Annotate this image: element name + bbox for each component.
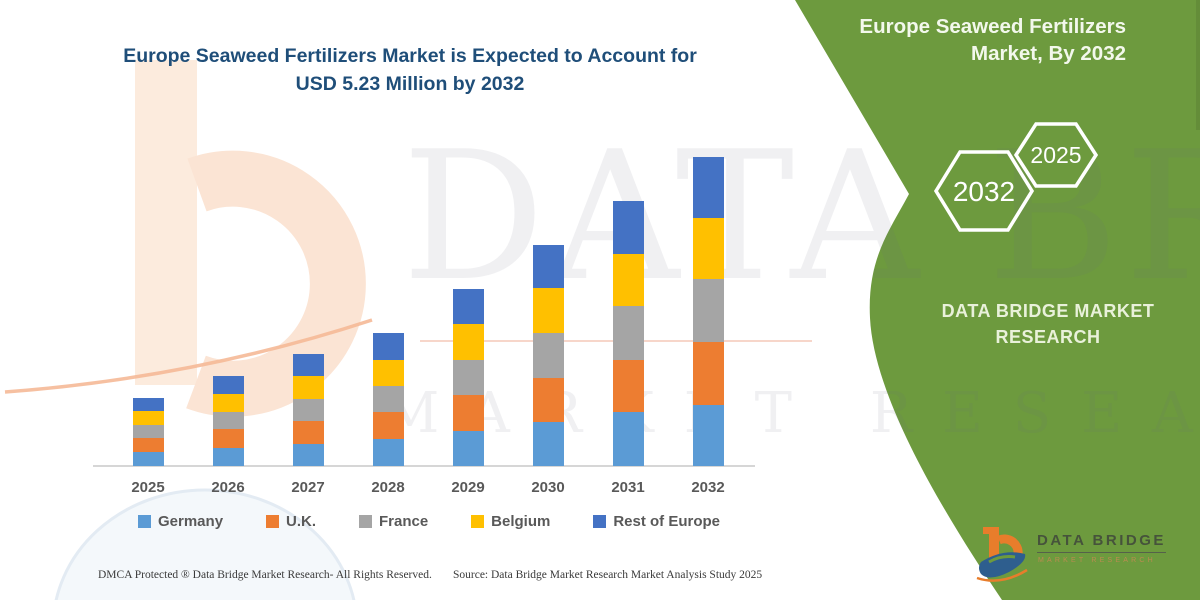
bar-segment-u-k--2027 <box>292 420 324 444</box>
x-axis-label-2028: 2028 <box>371 479 405 496</box>
bar-segment-u-k--2032 <box>692 342 724 406</box>
legend-label: Rest of Europe <box>613 513 720 530</box>
bar-segment-france-2030 <box>532 333 564 378</box>
x-axis-label-2026: 2026 <box>211 479 245 496</box>
bar-segment-germany-2031 <box>612 412 644 466</box>
bar-segment-germany-2030 <box>532 421 564 466</box>
bar-segment-belgium-2025 <box>132 411 164 426</box>
legend-label: U.K. <box>286 513 317 530</box>
source-note: Source: Data Bridge Market Research Mark… <box>453 569 763 581</box>
bar-segment-germany-2029 <box>452 430 484 466</box>
bar-segment-belgium-2027 <box>292 376 324 399</box>
x-axis-line <box>93 465 755 467</box>
bar-segment-u-k--2025 <box>132 438 164 452</box>
hexagon-2025-label: 2025 <box>1030 142 1081 168</box>
bar-segment-u-k--2026 <box>212 429 244 448</box>
bar-segment-rest-of-europe-2030 <box>532 244 564 289</box>
bar-segment-france-2031 <box>612 306 644 360</box>
bar-segment-rest-of-europe-2025 <box>132 398 164 412</box>
legend-swatch-icon <box>471 515 485 528</box>
bar-segment-germany-2028 <box>372 438 404 466</box>
legend-item-u-k-: U.K. <box>266 513 316 530</box>
peach-b-watermark-icon <box>4 60 812 417</box>
panel-brand-text: DATA BRIDGE MARKET RESEARCH <box>941 301 1155 347</box>
bar-segment-rest-of-europe-2031 <box>612 200 644 254</box>
bar-segment-belgium-2030 <box>532 288 564 334</box>
legend-label: Germany <box>158 513 224 530</box>
bar-segment-belgium-2031 <box>612 253 644 307</box>
bar-segment-france-2032 <box>692 278 724 343</box>
bar-segment-rest-of-europe-2027 <box>292 353 324 377</box>
panel-title-line1: Europe Seaweed Fertilizers <box>859 15 1126 38</box>
bar-segment-france-2027 <box>292 398 324 421</box>
panel-title: Europe Seaweed Fertilizers Market, By 20… <box>830 13 1126 67</box>
hexagon-2032: 2032 <box>933 150 1035 232</box>
bar-segment-rest-of-europe-2029 <box>452 289 484 325</box>
bar-segment-germany-2027 <box>292 443 324 466</box>
dmca-notice: DMCA Protected ® Data Bridge Market Rese… <box>98 569 432 581</box>
x-axis-label-2029: 2029 <box>451 479 485 496</box>
pale-circle-watermark <box>54 488 356 600</box>
green-side-panel <box>795 0 1200 600</box>
x-axis-label-2031: 2031 <box>611 479 645 496</box>
x-axis-label-2025: 2025 <box>131 479 165 496</box>
legend-label: France <box>378 513 429 530</box>
hexagon-2032-label: 2032 <box>953 176 1015 207</box>
bar-segment-france-2028 <box>372 386 404 412</box>
logo-subtitle: MARKET RESEARCH <box>1038 557 1156 564</box>
legend-swatch-icon <box>138 515 151 528</box>
panel-title-line2: Market, By 2032 <box>971 42 1126 65</box>
bar-segment-u-k--2030 <box>532 377 564 422</box>
bar-segment-france-2026 <box>212 412 244 430</box>
bar-segment-belgium-2028 <box>372 359 404 387</box>
x-axis-label-2027: 2027 <box>291 479 325 496</box>
bar-segment-rest-of-europe-2032 <box>692 157 724 218</box>
chart-legend: Germany U.K. France Belgium Rest of Europe <box>138 513 720 530</box>
bar-segment-france-2029 <box>452 359 484 395</box>
chart-title: Europe Seaweed Fertilizers Market is Exp… <box>110 42 710 98</box>
bar-segment-u-k--2029 <box>452 394 484 431</box>
x-axis-label-2032: 2032 <box>691 479 725 496</box>
bar-segment-rest-of-europe-2026 <box>212 376 244 394</box>
bar-segment-u-k--2031 <box>612 359 644 413</box>
legend-label: Belgium <box>491 513 551 530</box>
panel-edge-shade <box>1196 0 1200 130</box>
chart-title-line1: Europe Seaweed Fertilizers Market is Exp… <box>123 45 697 67</box>
bar-segment-belgium-2026 <box>212 394 244 413</box>
x-axis-label-2030: 2030 <box>531 479 565 496</box>
bar-segment-germany-2025 <box>132 451 164 466</box>
bar-segment-belgium-2032 <box>692 217 724 279</box>
bar-segment-belgium-2029 <box>452 324 484 360</box>
bar-segment-germany-2026 <box>212 447 244 466</box>
legend-item-rest-of-europe: Rest of Europe <box>593 513 720 530</box>
legend-swatch-icon <box>593 515 607 528</box>
bar-segment-u-k--2028 <box>372 411 404 439</box>
logo-name: DATA BRIDGE <box>1037 532 1166 553</box>
legend-swatch-icon <box>266 515 280 528</box>
bar-segment-germany-2032 <box>692 405 724 466</box>
databridge-logo: DATA BRIDGE MARKET RESEARCH <box>975 522 1175 588</box>
hexagon-2025: 2025 <box>1013 122 1099 188</box>
legend-item-france: France <box>358 513 429 530</box>
bar-segment-rest-of-europe-2028 <box>372 333 404 360</box>
bar-segment-france-2025 <box>132 425 164 439</box>
legend-swatch-icon <box>358 515 372 528</box>
chart-title-line2: USD 5.23 Million by 2032 <box>295 73 525 95</box>
databridge-logo-icon <box>976 527 1028 582</box>
legend-item-germany: Germany <box>138 513 223 530</box>
legend-item-belgium: Belgium <box>471 513 550 530</box>
